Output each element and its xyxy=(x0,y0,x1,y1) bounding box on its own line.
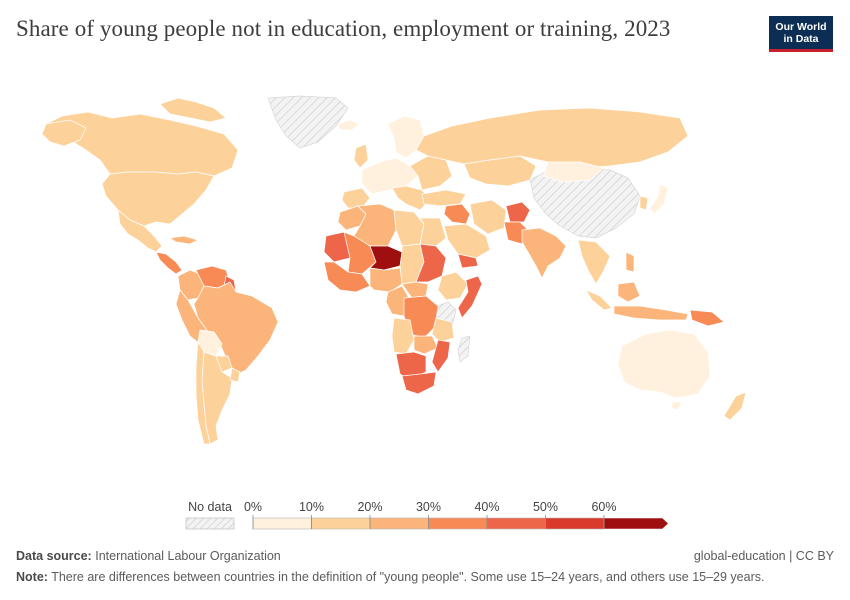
country-korea[interactable] xyxy=(639,195,649,211)
country-canada-islands[interactable] xyxy=(159,97,227,123)
country-mali[interactable] xyxy=(343,231,377,275)
legend-bin-3[interactable] xyxy=(428,517,488,530)
country-new-zealand[interactable] xyxy=(723,391,747,421)
country-papua[interactable] xyxy=(689,309,725,327)
legend-bin-6[interactable] xyxy=(603,517,669,530)
legend-tick-label-6: 60% xyxy=(591,500,616,514)
legend-tick-label-2: 20% xyxy=(357,500,382,514)
country-japan[interactable] xyxy=(649,183,669,215)
country-uk[interactable] xyxy=(353,143,369,169)
country-angola[interactable] xyxy=(391,317,415,355)
source-label: Data source: xyxy=(16,549,92,563)
country-mongolia[interactable] xyxy=(543,161,605,183)
footer-source: Data source: International Labour Organi… xyxy=(16,549,834,563)
color-scale: No data 0% 10% 20% 30% 40% 50% 60% xyxy=(185,500,669,530)
country-southeast-asia[interactable] xyxy=(577,239,611,285)
country-tanzania[interactable] xyxy=(431,317,455,343)
country-iceland[interactable] xyxy=(337,119,361,131)
legend-bin-4[interactable] xyxy=(486,517,546,530)
footer-note: Note: There are differences between coun… xyxy=(16,570,834,584)
country-philippines[interactable] xyxy=(625,251,635,273)
country-india[interactable] xyxy=(521,227,567,279)
legend-bin-1[interactable] xyxy=(311,517,371,530)
country-chile[interactable] xyxy=(195,341,211,445)
legend-tick-label-3: 30% xyxy=(416,500,441,514)
country-zambia[interactable] xyxy=(413,335,439,355)
country-russia[interactable] xyxy=(415,107,689,169)
country-indonesia[interactable] xyxy=(613,305,689,321)
country-cuba[interactable] xyxy=(169,235,199,245)
legend-tick-label-5: 50% xyxy=(533,500,558,514)
country-tasmania[interactable] xyxy=(671,401,683,411)
country-libya[interactable] xyxy=(393,209,425,247)
country-borneo[interactable] xyxy=(617,281,641,303)
note-text: There are differences between countries … xyxy=(51,570,765,584)
legend-no-data-swatch[interactable] xyxy=(185,517,235,530)
country-syria-iraq[interactable] xyxy=(443,203,471,225)
legend-no-data-label: No data xyxy=(188,500,232,514)
note-label: Note: xyxy=(16,570,48,584)
country-turkey[interactable] xyxy=(421,189,467,207)
country-sudan[interactable] xyxy=(415,243,447,283)
country-south-africa[interactable] xyxy=(401,371,437,395)
logo-line-2: in Data xyxy=(783,32,819,45)
country-italy-balkans[interactable] xyxy=(391,185,431,211)
country-central-african-republic[interactable] xyxy=(401,281,429,299)
country-nigeria[interactable] xyxy=(369,267,403,293)
country-eastern-europe[interactable] xyxy=(409,155,453,191)
country-australia[interactable] xyxy=(617,329,711,399)
owid-logo[interactable]: Our World in Data xyxy=(769,16,833,52)
country-ethiopia[interactable] xyxy=(437,271,469,301)
logo-line-1: Our World xyxy=(775,20,827,33)
legend-bin-0[interactable] xyxy=(252,517,312,530)
country-uruguay[interactable] xyxy=(229,367,241,383)
legend-bin-5[interactable] xyxy=(545,517,605,530)
country-western-europe[interactable] xyxy=(361,157,419,195)
country-alaska[interactable] xyxy=(41,119,87,147)
legend-bin-2[interactable] xyxy=(369,517,429,530)
credit-text[interactable]: global-education | CC BY xyxy=(693,549,834,563)
no-data-greenland[interactable] xyxy=(267,95,349,149)
world-map[interactable] xyxy=(0,60,850,480)
country-yemen[interactable] xyxy=(457,253,479,269)
country-namibia-botswana[interactable] xyxy=(395,351,427,381)
country-scandinavia[interactable] xyxy=(387,115,425,159)
country-saudi-arabia[interactable] xyxy=(443,223,491,259)
country-madagascar[interactable] xyxy=(457,335,471,363)
country-somalia[interactable] xyxy=(457,275,483,319)
country-egypt[interactable] xyxy=(419,217,447,247)
country-iran[interactable] xyxy=(469,199,507,235)
legend-tick-label-1: 10% xyxy=(299,500,324,514)
legend-tick-label-0: 0% xyxy=(244,500,262,514)
country-afghanistan[interactable] xyxy=(505,201,531,223)
country-central-america[interactable] xyxy=(155,251,183,275)
legend: No data 0% 10% 20% 30% 40% 50% 60% xyxy=(0,495,850,535)
country-united-states[interactable] xyxy=(101,171,215,227)
country-dr-congo[interactable] xyxy=(403,295,439,339)
chart-title: Share of young people not in education, … xyxy=(16,16,671,41)
country-brazil[interactable] xyxy=(193,281,279,377)
country-mozambique[interactable] xyxy=(431,339,451,373)
source-text[interactable]: International Labour Organization xyxy=(95,549,281,563)
country-indonesia-sumatra[interactable] xyxy=(585,289,613,311)
country-niger[interactable] xyxy=(369,245,403,271)
legend-tick-label-4: 40% xyxy=(474,500,499,514)
